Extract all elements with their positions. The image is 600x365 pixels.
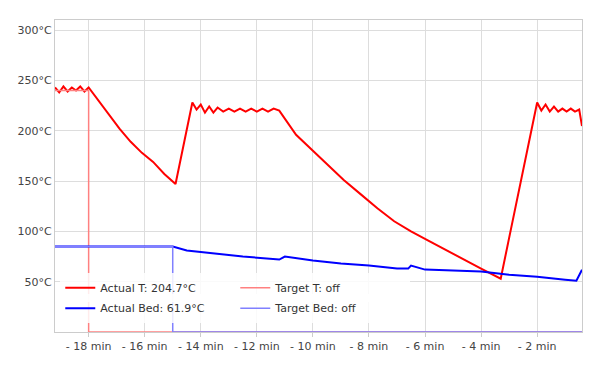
- svg-text:- 16 min: - 16 min: [122, 340, 168, 353]
- svg-text:- 4 min: - 4 min: [462, 340, 501, 353]
- svg-text:- 6 min: - 6 min: [406, 340, 445, 353]
- svg-text:50°C: 50°C: [25, 276, 52, 289]
- svg-text:- 14 min: - 14 min: [178, 340, 224, 353]
- svg-text:Target T: off: Target T: off: [274, 282, 340, 295]
- svg-text:- 12 min: - 12 min: [234, 340, 280, 353]
- svg-text:Actual Bed: 61.9°C: Actual Bed: 61.9°C: [100, 302, 204, 315]
- svg-text:300°C: 300°C: [18, 24, 52, 37]
- svg-text:100°C: 100°C: [18, 225, 52, 238]
- svg-text:- 10 min: - 10 min: [290, 340, 336, 353]
- svg-text:200°C: 200°C: [18, 125, 52, 138]
- svg-text:- 18 min: - 18 min: [66, 340, 112, 353]
- svg-text:- 2 min: - 2 min: [518, 340, 557, 353]
- svg-text:Actual T: 204.7°C: Actual T: 204.7°C: [100, 282, 196, 295]
- svg-text:- 8 min: - 8 min: [350, 340, 389, 353]
- svg-text:250°C: 250°C: [18, 74, 52, 87]
- svg-text:150°C: 150°C: [18, 175, 52, 188]
- svg-text:Target Bed: off: Target Bed: off: [274, 302, 356, 315]
